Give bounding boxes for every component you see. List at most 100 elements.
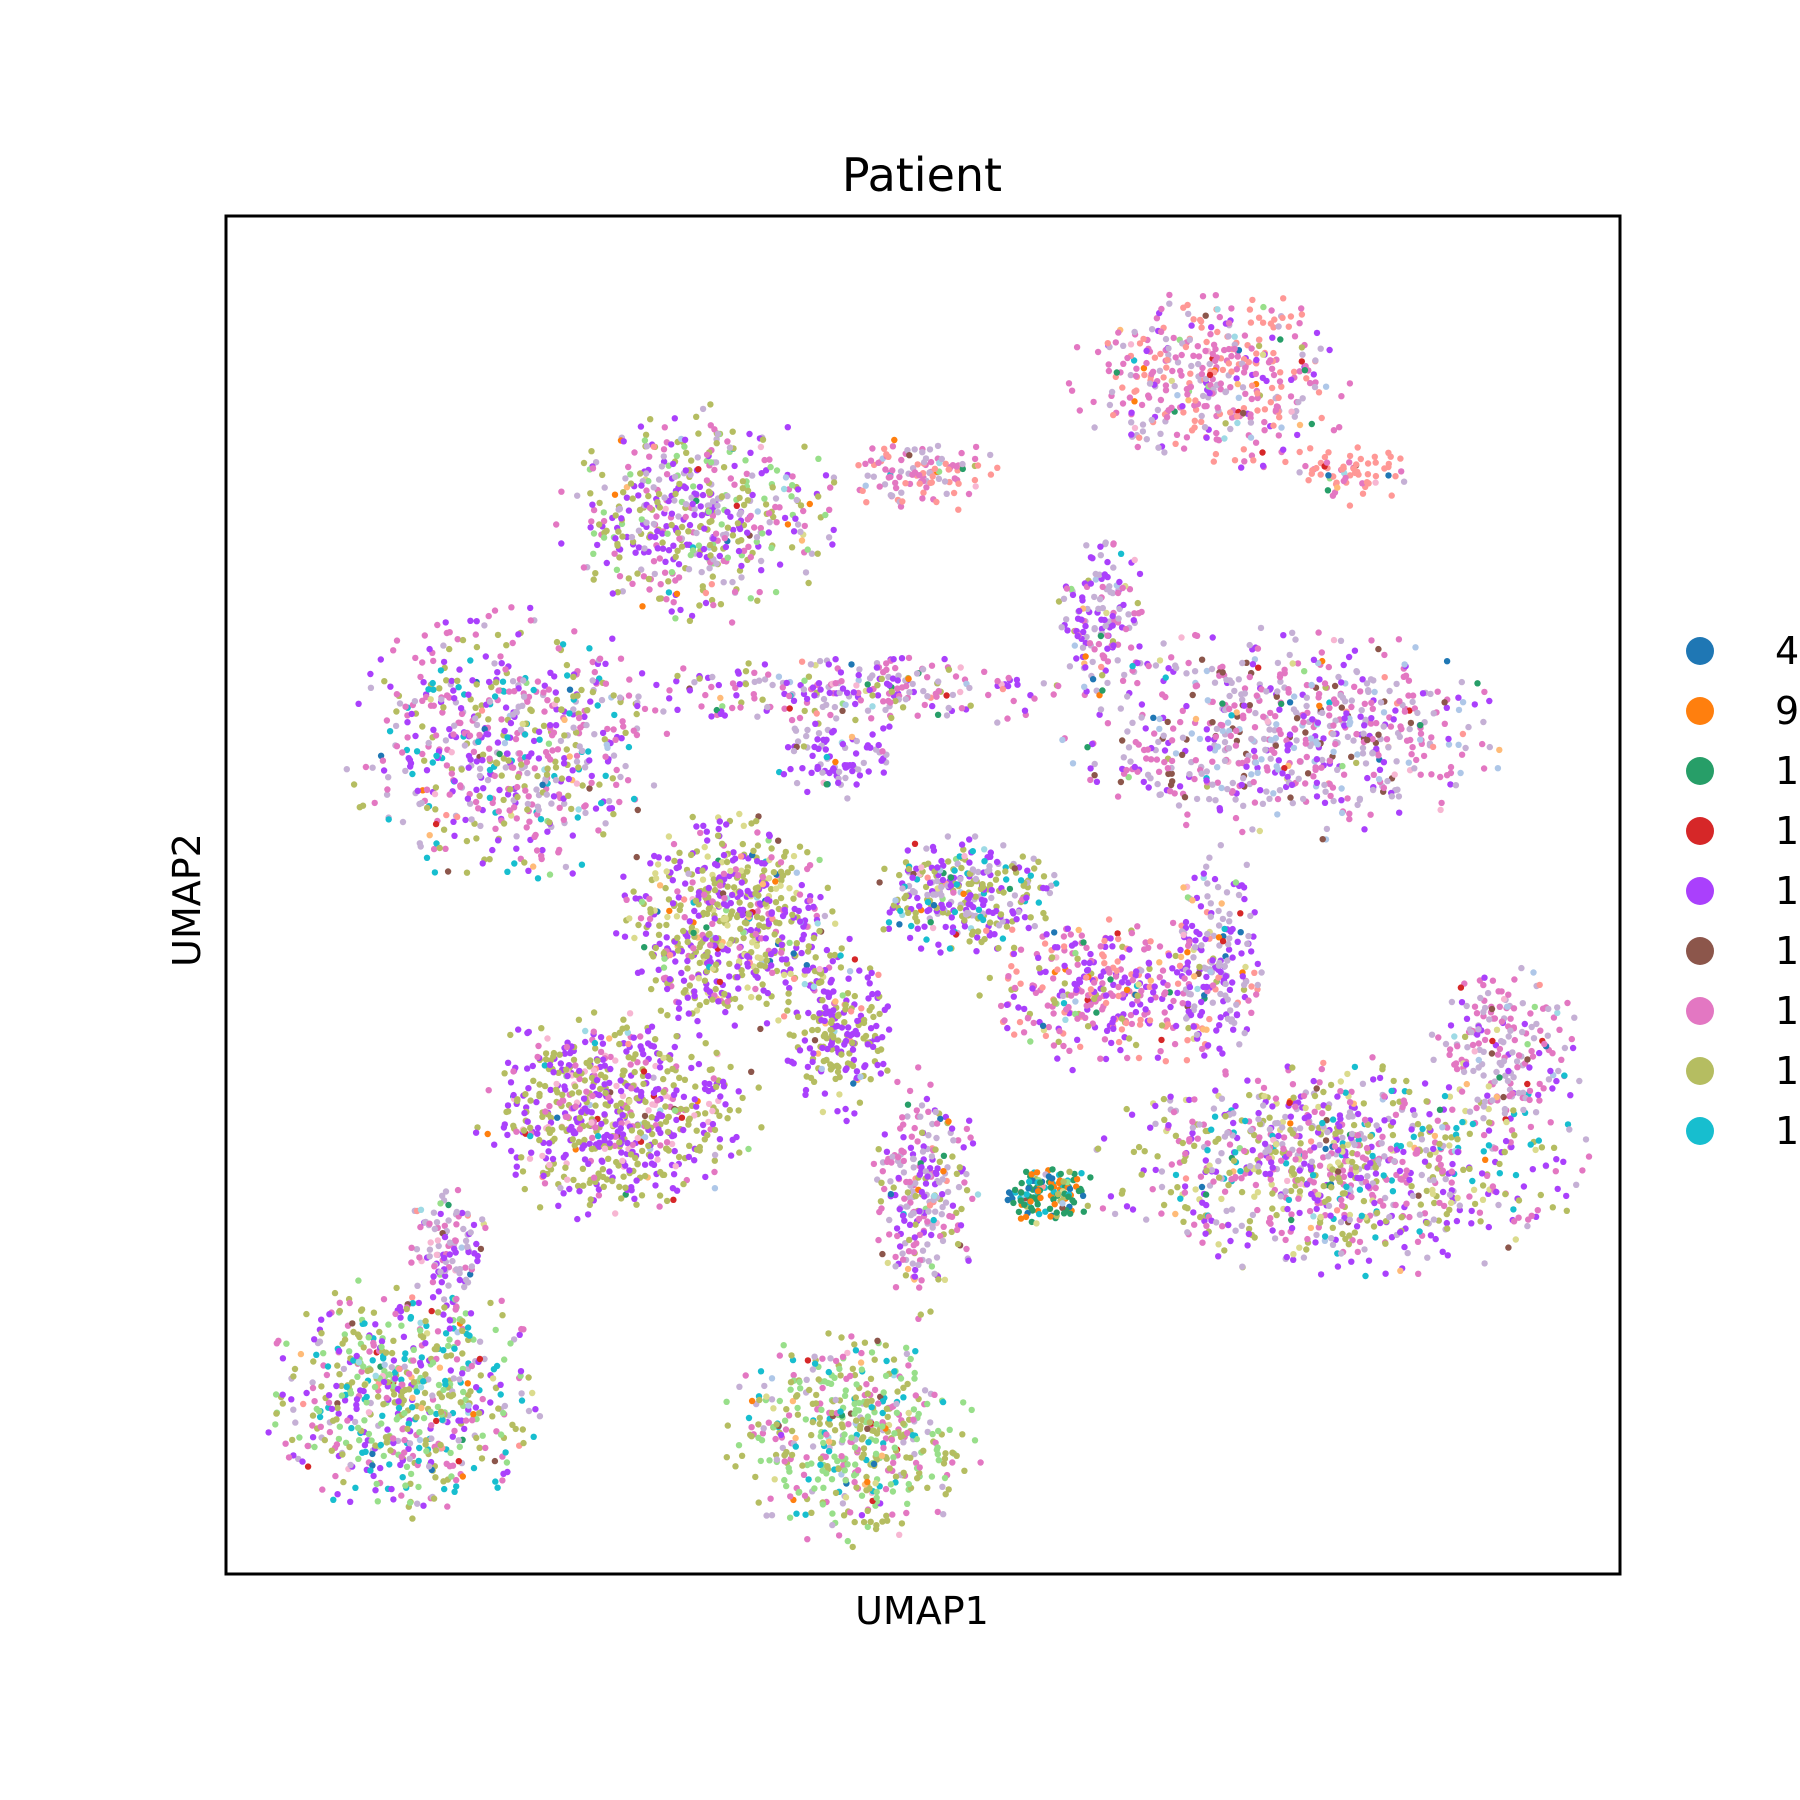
scatter-point	[629, 580, 636, 587]
scatter-point	[466, 800, 474, 807]
scatter-point	[616, 694, 624, 701]
scatter-point	[1147, 938, 1154, 945]
scatter-point	[1059, 992, 1067, 1000]
scatter-point	[1256, 827, 1264, 835]
scatter-point	[632, 895, 639, 902]
scatter-point	[926, 879, 934, 886]
scatter-point	[798, 658, 806, 665]
scatter-point	[636, 506, 644, 514]
scatter-point	[442, 845, 449, 852]
scatter-point	[1120, 754, 1128, 761]
scatter-point	[1346, 721, 1353, 728]
scatter-point	[542, 1050, 550, 1057]
scatter-point	[986, 919, 994, 926]
scatter-point	[1114, 793, 1122, 800]
scatter-point	[1217, 386, 1224, 393]
scatter-point	[1144, 771, 1152, 778]
scatter-point	[759, 881, 767, 888]
scatter-point	[1258, 756, 1265, 763]
scatter-point	[465, 764, 472, 771]
scatter-point	[660, 446, 668, 453]
scatter-point	[1293, 737, 1300, 744]
scatter-point	[436, 685, 443, 692]
scatter-point	[750, 847, 757, 854]
scatter-point	[1384, 777, 1391, 785]
scatter-point	[691, 1157, 698, 1164]
scatter-point	[709, 920, 716, 927]
scatter-point	[1368, 699, 1375, 707]
scatter-point	[522, 787, 529, 794]
scatter-point	[665, 589, 673, 596]
scatter-point	[630, 727, 637, 734]
scatter-point	[1102, 539, 1109, 546]
scatter-point	[1101, 937, 1108, 945]
scatter-point	[719, 703, 726, 710]
scatter-point	[1338, 704, 1346, 711]
scatter-point	[1173, 431, 1181, 438]
scatter-point	[785, 990, 792, 997]
scatter-point	[1321, 799, 1329, 806]
scatter-point	[1078, 932, 1086, 939]
scatter-point	[1354, 751, 1361, 758]
scatter-point	[905, 654, 913, 662]
scatter-point	[1068, 387, 1076, 394]
scatter-point	[1044, 1002, 1052, 1009]
scatter-point	[586, 645, 593, 652]
scatter-point	[1235, 760, 1243, 767]
scatter-point	[673, 678, 680, 685]
scatter-point	[650, 558, 658, 565]
scatter-point	[718, 493, 725, 501]
scatter-point	[838, 1051, 845, 1058]
scatter-point	[1296, 368, 1303, 375]
scatter-point	[569, 832, 576, 839]
scatter-point	[609, 775, 616, 782]
scatter-point	[1016, 1018, 1024, 1026]
scatter-point	[503, 750, 511, 757]
scatter-point	[1212, 797, 1219, 804]
scatter-point	[1275, 323, 1282, 330]
scatter-point	[1139, 421, 1147, 428]
scatter-point	[1276, 673, 1284, 681]
scatter-point	[855, 671, 862, 679]
scatter-point	[879, 748, 886, 755]
scatter-point	[1266, 795, 1273, 802]
scatter-point	[957, 904, 964, 912]
scatter-point	[705, 905, 713, 912]
scatter-point	[1081, 683, 1088, 690]
scatter-point	[967, 892, 974, 899]
scatter-point	[744, 497, 751, 504]
scatter-point	[1115, 992, 1122, 1000]
scatter-point	[1157, 328, 1165, 335]
scatter-point	[689, 500, 696, 508]
scatter-point	[458, 710, 466, 718]
scatter-point	[714, 862, 721, 869]
scatter-point	[1246, 306, 1254, 313]
scatter-point	[839, 992, 846, 999]
scatter-point	[625, 1040, 632, 1048]
scatter-point	[1409, 692, 1417, 699]
scatter-point	[1091, 760, 1098, 768]
scatter-point	[704, 853, 711, 860]
scatter-point	[1219, 727, 1226, 734]
scatter-point	[479, 751, 487, 758]
scatter-point	[631, 934, 638, 942]
scatter-point	[759, 530, 766, 537]
scatter-point	[754, 508, 761, 515]
scatter-point	[1091, 995, 1098, 1002]
scatter-point	[938, 455, 945, 463]
scatter-point	[1367, 720, 1375, 727]
scatter-point	[948, 914, 955, 921]
scatter-point	[790, 950, 797, 957]
scatter-point	[1201, 1052, 1208, 1059]
scatter-point	[961, 852, 968, 860]
scatter-point	[1152, 662, 1160, 669]
scatter-point	[1170, 997, 1177, 1005]
scatter-point	[1247, 434, 1255, 441]
scatter-point	[501, 727, 508, 735]
scatter-point	[1247, 319, 1255, 326]
scatter-point	[1280, 632, 1287, 639]
scatter-point	[777, 868, 785, 875]
scatter-point	[1117, 550, 1125, 557]
scatter-point	[927, 479, 934, 487]
scatter-point	[505, 757, 512, 764]
